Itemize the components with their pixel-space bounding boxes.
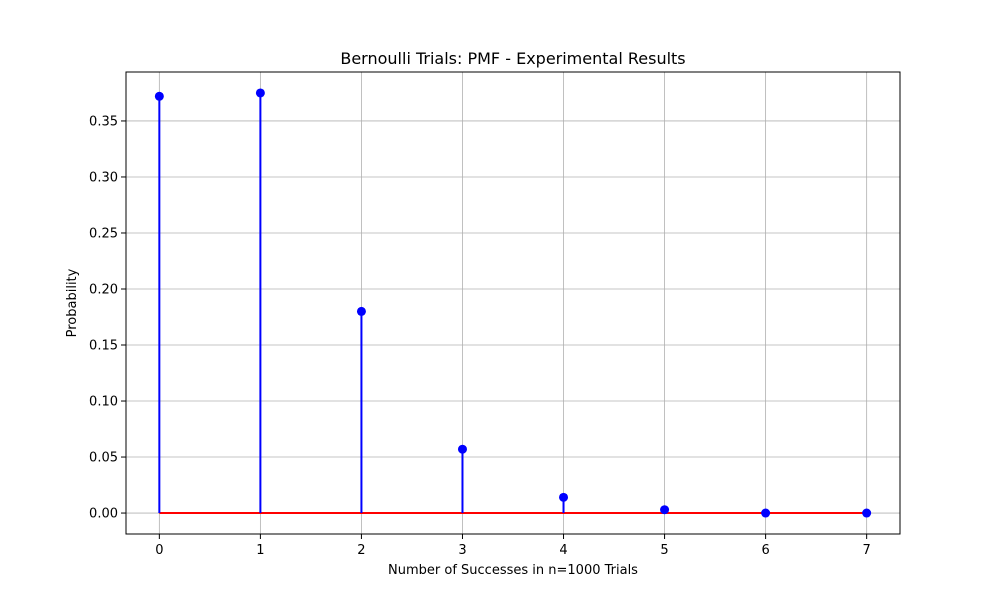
stem-layer [158, 92, 666, 514]
y-tick-label: 0.00 [89, 507, 118, 522]
y-tick-label: 0.25 [89, 226, 118, 241]
stem-marker [761, 508, 771, 518]
x-tick-label: 4 [559, 543, 567, 558]
x-tick-label: 1 [256, 543, 264, 558]
y-tick-label: 0.30 [89, 170, 118, 185]
x-tick-label: 3 [458, 543, 466, 558]
y-axis-label: Probability [65, 268, 80, 337]
stem-marker [457, 444, 467, 454]
y-tick-label: 0.10 [89, 395, 118, 410]
stem-marker [862, 508, 872, 518]
y-tick-label: 0.05 [89, 451, 118, 466]
stem-marker [356, 306, 366, 316]
stem-marker [154, 91, 164, 101]
x-axis-label: Number of Successes in n=1000 Trials [388, 563, 638, 578]
x-tick-label: 7 [863, 543, 871, 558]
y-tick-label: 0.35 [89, 114, 118, 129]
chart-title: Bernoulli Trials: PMF - Experimental Res… [340, 49, 685, 68]
x-tick-label: 2 [357, 543, 365, 558]
x-tick-label: 6 [761, 543, 769, 558]
grid-layer [126, 72, 900, 534]
plot-frame [125, 71, 901, 535]
y-tick-label: 0.15 [89, 339, 118, 354]
marker-layer [154, 88, 872, 518]
y-tick-label: 0.20 [89, 282, 118, 297]
stem-marker [255, 88, 265, 98]
x-tick-label: 0 [155, 543, 163, 558]
tick-layer: 0 1 2 3 4 5 6 7 0.00 0.05 0.10 0.15 0.20 0.25 0.30 0.35 [89, 114, 871, 558]
x-tick-label: 5 [660, 543, 668, 558]
stem-marker [660, 505, 670, 515]
stem-marker [559, 492, 569, 502]
